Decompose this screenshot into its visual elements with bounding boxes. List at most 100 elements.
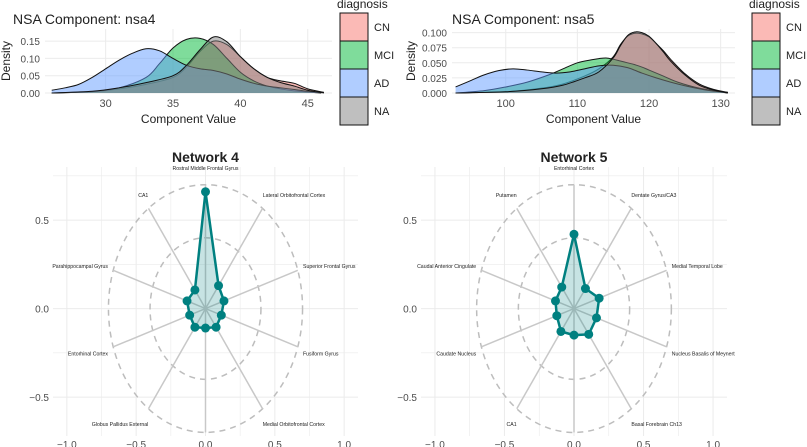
x-tick-label: 0.5	[637, 440, 651, 447]
radar-point-lateral-orbitofrontal-cortex	[214, 281, 224, 291]
legend-label-na: NA	[374, 106, 390, 118]
legend-label-na: NA	[786, 106, 802, 118]
x-tick-label: 1.0	[337, 440, 351, 447]
legend-label-mci: MCI	[786, 50, 806, 62]
y-tick-label: 0.000	[422, 89, 447, 100]
radar-point-pars-orbitale	[201, 323, 210, 333]
chart-title: NSA Component: nsa5	[452, 11, 595, 27]
spoke-label-nucleus-basalis-of-meynert: Nucleus Basalis of Meynert	[672, 351, 735, 357]
x-tick-label: 45	[302, 98, 314, 110]
density-area-na	[51, 36, 324, 93]
y-tick-label: 0.10	[21, 54, 41, 65]
density-chart-nsa5: NSA Component: nsa5 100 110 120 130 0.000 0.02…	[404, 0, 806, 126]
radar-point-ca1	[190, 285, 200, 295]
chart-title: Network 4	[172, 149, 239, 165]
spoke-label-entorhinal-cortex: Entorhinal Cortex	[554, 166, 594, 172]
radar-point-dentate-gyrus-ca3	[580, 284, 590, 294]
legend-label-cn: CN	[786, 22, 802, 34]
y-tick-label: 0.5	[35, 216, 49, 227]
spoke-label-entorhinal-cortex: Entorhinal Cortex	[68, 351, 108, 357]
radar-point-superior-frontal-gyrus	[219, 296, 229, 306]
y-tick-label: 0.075	[422, 44, 447, 55]
y-tick-label: −0.5	[29, 393, 49, 404]
x-tick-label: −0.5	[495, 440, 515, 447]
x-tick-label: 30	[100, 98, 112, 110]
x-axis-label: Component Value	[141, 112, 237, 126]
spoke-label-superior-frontal-gyrus: Superior Frontal Gyrus	[303, 264, 356, 270]
x-tick-label: −1.0	[425, 440, 445, 447]
spoke-label-parahippocampal-gyrus: Parahippocampal Gyrus	[52, 264, 108, 270]
radar-point-globus-pallidus-external	[190, 322, 200, 332]
x-tick-label: 100	[497, 98, 515, 110]
y-tick-label: 0.025	[422, 74, 447, 85]
radar-point-medial-orbitofrontal-cortex	[211, 322, 221, 332]
radar-spoke	[573, 308, 632, 410]
spoke-label-globus-pallidus-external: Globus Pallidus External	[92, 422, 149, 428]
y-tick-label: 0.0	[35, 305, 49, 316]
radar-point-fusiform-gyrus	[216, 310, 226, 320]
radar-spoke	[573, 269, 667, 310]
x-axis-label: Component Value	[546, 112, 642, 126]
radar-spoke	[204, 207, 264, 309]
spoke-label-ca1: CA1	[138, 193, 148, 199]
spoke-label-fusiform-gyrus: Fusiform Gyrus	[303, 351, 339, 357]
y-tick-label: −0.5	[397, 393, 417, 404]
density-area-na	[455, 31, 728, 93]
legend-title: diagnosis	[337, 0, 388, 11]
chart-title: NSA Component: nsa4	[13, 11, 156, 27]
y-tick-label: 0.5	[403, 216, 417, 227]
y-axis-label: Density	[0, 41, 13, 81]
x-tick-label: 110	[569, 98, 587, 110]
spoke-label-medial-orbitofrontal-cortex: Medial Orbitofrontal Cortex	[263, 422, 325, 428]
legend-key-mci	[339, 40, 369, 70]
radar-spoke	[516, 207, 575, 309]
radar-point-entorhinal-cortex	[185, 310, 195, 320]
x-tick-label: 40	[234, 98, 246, 110]
radar-point-putamen	[557, 282, 567, 292]
legend-label-mci: MCI	[374, 50, 394, 62]
x-tick-label: 130	[711, 98, 729, 110]
x-tick-label: −0.5	[126, 440, 146, 447]
legend-key-na	[339, 96, 369, 126]
radar-point-parahippocampal-gyrus	[182, 296, 192, 306]
y-tick-label: 0.0	[403, 305, 417, 316]
y-tick-label: 0.100	[422, 29, 447, 40]
y-tick-label: 0.00	[21, 89, 41, 100]
y-tick-label: 0.050	[422, 59, 447, 70]
legend-title: diagnosis	[749, 0, 800, 11]
legend-key-cn	[339, 12, 369, 42]
x-tick-label: 1.0	[706, 440, 720, 447]
legend-key-cn	[751, 12, 781, 42]
spoke-label-ca1: CA1	[507, 422, 517, 428]
spoke-label-rostral-middle-frontal-gyrus: Rostral Middle Frontal Gyrus	[172, 166, 238, 172]
legend-key-ad	[751, 68, 781, 98]
radar-point-nucleus-basalis-of-meynert-middle	[569, 330, 579, 340]
chart-title: Network 5	[541, 149, 608, 165]
radar-point-nucleus-basalis-of-meynert	[591, 313, 601, 323]
radar-point-caudal-anterior-cingulate	[550, 296, 560, 306]
legend-key-ad	[339, 68, 369, 98]
radar-point-medial-temporal-lobe	[594, 293, 604, 303]
y-tick-label: 0.15	[21, 37, 41, 48]
x-tick-label: 0.0	[567, 440, 581, 447]
legend-label-ad: AD	[374, 78, 389, 90]
x-tick-label: 120	[640, 98, 658, 110]
spoke-label-caudal-anterior-cingulate: Caudal Anterior Cingulate	[417, 264, 476, 270]
radar-polygon	[185, 190, 226, 330]
radar-spoke	[516, 308, 575, 410]
legend-key-na	[751, 96, 781, 126]
x-tick-label: −1.0	[57, 440, 77, 447]
y-axis-label: Density	[404, 41, 418, 81]
spoke-label-lateral-orbitofrontal-cortex: Lateral Orbitofrontal Cortex	[263, 193, 326, 199]
legend-label-ad: AD	[786, 78, 801, 90]
x-tick-label: 0.0	[199, 440, 213, 447]
legend-label-cn: CN	[374, 22, 390, 34]
density-line-na	[51, 36, 325, 94]
spoke-label-medial-temporal-lobe: Medial Temporal Lobe	[672, 264, 723, 270]
x-tick-label: 0.5	[268, 440, 282, 447]
legend-key-mci	[751, 40, 781, 70]
spoke-label-caudate-nucleus: Caudate Nucleus	[436, 351, 476, 357]
x-tick-label: 35	[167, 98, 179, 110]
